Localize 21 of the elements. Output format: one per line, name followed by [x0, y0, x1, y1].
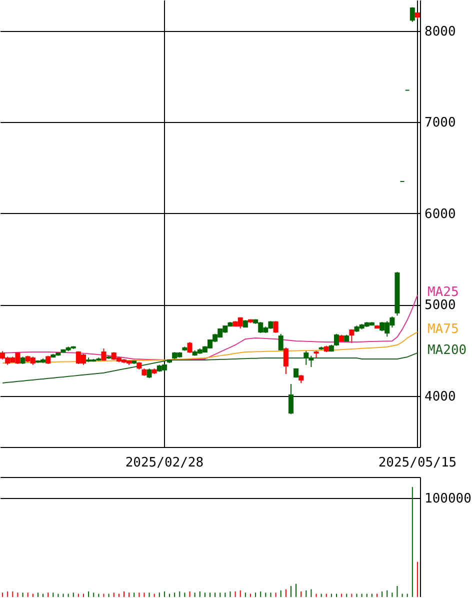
y-tick-label: 100000: [424, 491, 472, 506]
candlestick: [283, 347, 288, 375]
series-label: MA75: [427, 322, 459, 337]
line-series: [2, 294, 418, 360]
candlestick: [278, 333, 284, 352]
series-label: MA25: [427, 285, 459, 300]
candlestick: [146, 368, 152, 379]
candlestick: [288, 383, 294, 415]
candlestick: [349, 328, 354, 344]
x-tick-label: 2025/02/28: [125, 456, 204, 470]
candlestick: [410, 6, 415, 22]
y-tick-label: 8000: [424, 24, 456, 40]
y-tick-label: 5000: [424, 298, 456, 314]
y-tick-label: 6000: [424, 206, 456, 222]
series-label: MA200: [427, 342, 467, 358]
y-tick-label: 7000: [424, 116, 456, 131]
candlestick: [273, 320, 278, 334]
y-tick-label: 4000: [424, 389, 456, 404]
candlestick: [101, 348, 106, 362]
x-tick-label: 2025/05/15: [378, 456, 457, 470]
candlestick: [187, 342, 192, 354]
